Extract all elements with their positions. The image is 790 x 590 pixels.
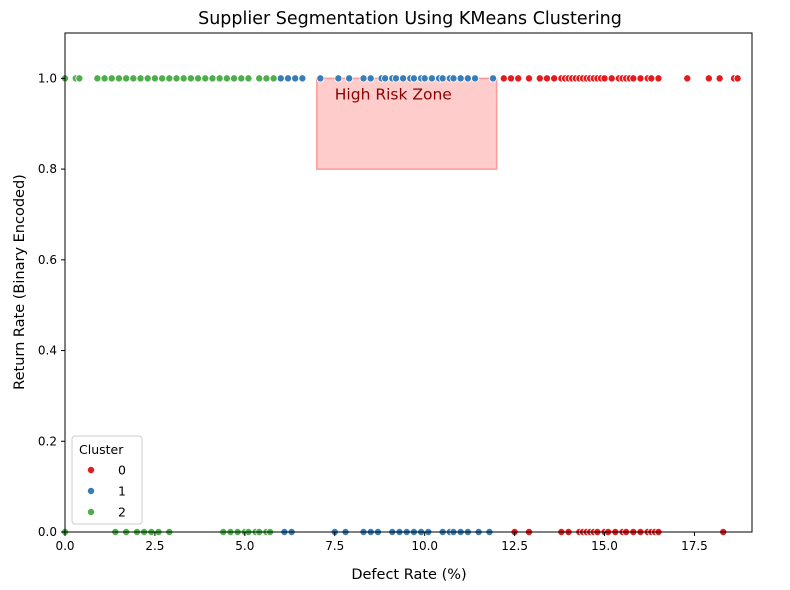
x-tick-label: 17.5 <box>681 539 708 553</box>
cluster-0-point <box>733 74 742 83</box>
legend-box <box>71 435 143 525</box>
cluster-2-point <box>100 74 109 83</box>
y-tick-label: 1.0 <box>38 71 57 85</box>
plot-area-frame <box>64 32 753 533</box>
cluster-0-point <box>683 74 692 83</box>
cluster-1-point <box>284 74 293 83</box>
cluster-2-point <box>262 74 271 83</box>
high-risk-zone-label: High Risk Zone <box>335 85 452 103</box>
legend-label-0: 0 <box>118 463 126 478</box>
cluster-0-point <box>507 74 516 83</box>
cluster-0-point <box>524 74 533 83</box>
cluster-1-point <box>276 74 285 83</box>
cluster-1-point <box>409 74 418 83</box>
x-tick-label: 0.0 <box>55 539 74 553</box>
cluster-2-point <box>222 74 231 83</box>
cluster-0-point <box>535 74 544 83</box>
cluster-2-point <box>129 74 138 83</box>
cluster-1-point <box>449 74 458 83</box>
x-tick-label: 2.5 <box>145 539 164 553</box>
cluster-2-point <box>75 74 84 83</box>
x-tick-label: 15.0 <box>591 539 618 553</box>
cluster-0-point <box>542 74 551 83</box>
legend-marker-1 <box>87 486 96 495</box>
cluster-0-point <box>647 74 656 83</box>
cluster-2-point <box>244 74 253 83</box>
cluster-2-point <box>186 74 195 83</box>
cluster-0-point <box>607 74 616 83</box>
cluster-2-point <box>201 74 210 83</box>
x-axis-title: Defect Rate (%) <box>351 567 466 583</box>
cluster-1-point <box>463 74 472 83</box>
y-tick-label: 0.0 <box>38 525 57 539</box>
high-risk-zone-rect <box>316 77 498 170</box>
cluster-1-point <box>381 74 390 83</box>
y-tick-label: 0.8 <box>38 162 57 176</box>
cluster-2-point <box>255 74 264 83</box>
cluster-0-point <box>654 74 663 83</box>
cluster-1-point <box>391 74 400 83</box>
cluster-2-point <box>107 74 116 83</box>
cluster-1-point <box>334 74 343 83</box>
cluster-2-point <box>194 74 203 83</box>
legend-label-2: 2 <box>118 505 126 520</box>
cluster-2-point <box>136 74 145 83</box>
cluster-2-point <box>208 74 217 83</box>
high-risk-zone-layer: High Risk Zone <box>316 77 498 170</box>
legend-title: Cluster <box>79 442 124 457</box>
cluster-0-point <box>499 74 508 83</box>
cluster-2-point <box>237 74 246 83</box>
cluster-2-point <box>179 74 188 83</box>
cluster-2-point <box>215 74 224 83</box>
cluster-0-point <box>514 74 523 83</box>
x-tick-label: 10.0 <box>411 539 438 553</box>
cluster-1-point <box>298 74 307 83</box>
x-tick-label: 12.5 <box>501 539 528 553</box>
cluster-1-point <box>345 74 354 83</box>
y-axis-ticks: 0.0 0.2 0.4 0.6 0.8 1.0 <box>38 71 65 539</box>
cluster-2-point <box>165 74 174 83</box>
cluster-2-point <box>158 74 167 83</box>
cluster-1-point <box>316 74 325 83</box>
x-axis-ticks: 0.0 2.5 5.0 7.5 10.0 12.5 15.0 17.5 <box>55 532 708 553</box>
y-axis-title: Return Rate (Binary Encoded) <box>12 174 28 390</box>
cluster-2-point <box>269 74 278 83</box>
legend-label-1: 1 <box>118 484 126 499</box>
cluster-2-point <box>143 74 152 83</box>
y-tick-label: 0.6 <box>38 253 57 267</box>
cluster-1-point <box>456 74 465 83</box>
cluster-0-point <box>629 74 638 83</box>
cluster-1-point <box>471 74 480 83</box>
cluster-2-point <box>122 74 131 83</box>
cluster-0-point <box>704 74 713 83</box>
cluster-2-point <box>114 74 123 83</box>
legend-marker-0 <box>87 465 96 474</box>
cluster-0-point <box>715 74 724 83</box>
cluster-1-point <box>359 74 368 83</box>
cluster-0-point <box>636 74 645 83</box>
y-tick-label: 0.2 <box>38 434 57 448</box>
cluster-0-point <box>550 74 559 83</box>
cluster-1-point <box>427 74 436 83</box>
cluster-2-point <box>93 74 102 83</box>
cluster-1-point <box>291 74 300 83</box>
cluster-2-point <box>150 74 159 83</box>
y-tick-label: 0.4 <box>38 344 57 358</box>
cluster-2-point <box>172 74 181 83</box>
legend: Cluster 0 1 2 <box>71 435 143 525</box>
cluster-0-point <box>600 74 609 83</box>
x-tick-label: 7.5 <box>325 539 344 553</box>
cluster-1-point <box>438 74 447 83</box>
chart-title: Supplier Segmentation Using KMeans Clust… <box>198 9 622 29</box>
cluster-2-point <box>230 74 239 83</box>
cluster-1-point <box>420 74 429 83</box>
cluster-1-point <box>366 74 375 83</box>
x-tick-label: 5.0 <box>235 539 254 553</box>
cluster-1-point <box>399 74 408 83</box>
cluster-1-point <box>489 74 498 83</box>
legend-marker-2 <box>87 507 96 516</box>
